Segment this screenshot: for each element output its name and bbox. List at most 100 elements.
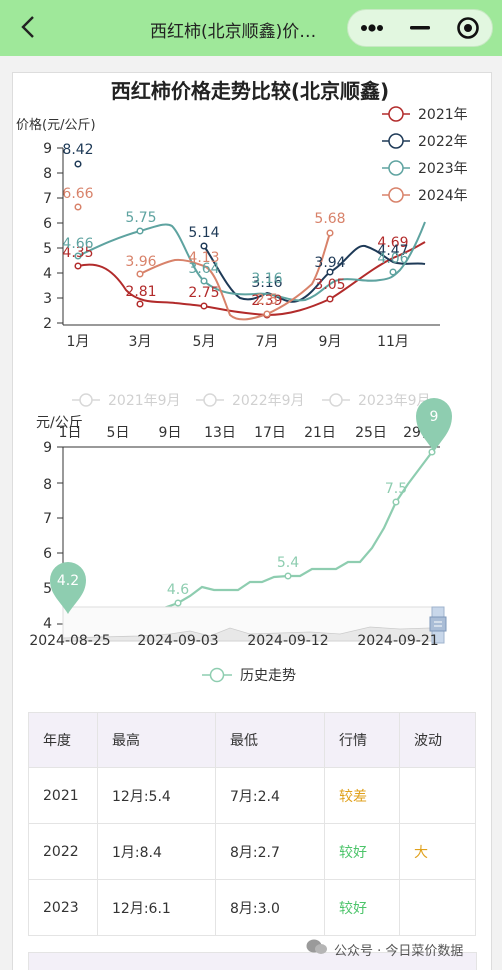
cell-volatility [399, 767, 476, 824]
point-2021-may [200, 302, 208, 310]
yearly-summary-table: 年度 最高 最低 行情 波动 2021 12月:5.4 7月:2.4 较差 20… [28, 712, 476, 936]
y-tick: 4 [43, 616, 52, 632]
header-high: 最高 [97, 712, 216, 768]
data-label: 3.94 [314, 255, 345, 271]
data-label: 4.66 [62, 236, 93, 252]
day-tick: 5日 [107, 425, 130, 441]
data-zoom-slider[interactable] [62, 606, 447, 644]
legend-label: 2021年 [418, 107, 468, 123]
slider-handle-icon[interactable] [429, 616, 447, 632]
legend-label: 2023年 [418, 161, 468, 177]
y-tick: 3 [43, 291, 52, 307]
x-tick: 1月 [67, 334, 90, 350]
cell-trend: 较好 [324, 823, 400, 880]
y-tick: 2 [43, 316, 52, 332]
back-arrow-icon[interactable] [14, 12, 44, 42]
date-tick: 2024-09-12 [247, 633, 328, 649]
legend-label: 2023年9月 [358, 393, 431, 409]
cell-low: 8月:3.0 [215, 879, 325, 936]
data-label: 4.06 [377, 251, 408, 267]
data-label: 3.16 [251, 275, 282, 291]
point-2022-sep [326, 268, 334, 276]
point-2023-nov [389, 268, 397, 276]
legend-sep-2023[interactable]: 2023年9月 [322, 393, 431, 409]
series-2023-line [77, 221, 426, 302]
history-series-line [68, 451, 433, 620]
header-year: 年度 [28, 712, 98, 768]
legend-2021[interactable]: 2021年 [382, 106, 468, 123]
cell-year: 2021 [28, 767, 98, 824]
point-2021-mar [136, 300, 144, 308]
top-bar: 西红柿(北京顺鑫)价… [0, 0, 502, 56]
y-tick: 5 [43, 581, 52, 597]
legend-2022[interactable]: 2022年 [382, 133, 468, 150]
legend-2023[interactable]: 2023年 [382, 160, 468, 177]
point-2023-jan [74, 252, 82, 260]
data-label: 2.39 [251, 293, 282, 309]
x-tick: 9月 [319, 334, 342, 350]
point-2022-may [200, 242, 208, 250]
legend-sep-2022[interactable]: 2022年9月 [196, 393, 305, 409]
data-label: 3.64 [188, 261, 219, 277]
cell-trend: 较好 [324, 879, 400, 936]
cell-volatility [399, 879, 476, 936]
header-volatility: 波动 [399, 712, 476, 768]
minimize-icon[interactable] [400, 13, 440, 43]
chart-title: 西红柿价格走势比较(北京顺鑫) [111, 79, 389, 103]
data-label: 5.14 [188, 225, 219, 241]
x-tick: 11月 [377, 334, 409, 350]
data-label: 5.68 [314, 211, 345, 227]
y-axis-label: 元/公斤 [36, 415, 83, 431]
pin-label: 9 [430, 409, 439, 425]
header-trend: 行情 [324, 712, 400, 768]
table-next-row-partial [28, 952, 477, 970]
legend-history[interactable]: 历史走势 [202, 667, 296, 684]
day-tick: 17日 [254, 425, 286, 441]
y-tick: 9 [43, 440, 52, 456]
mini-program-capsule [347, 9, 493, 47]
point-2021-jan [74, 262, 82, 270]
history-point [284, 572, 292, 580]
data-label: 4.35 [62, 245, 93, 261]
header-low: 最低 [215, 712, 325, 768]
watermark: 公众号 · 今日菜价数据 [306, 938, 463, 960]
legend-label: 2024年 [418, 188, 468, 204]
point-2024-sep [326, 229, 334, 237]
data-label: 7.5 [385, 481, 407, 497]
series-2024-line [139, 232, 331, 321]
legend-label: 2021年9月 [108, 393, 181, 409]
history-trend-chart: 2021年9月 2022年9月 2023年9月 元/公斤 1日 5日 9日 13… [29, 393, 452, 684]
watermark-text: 公众号 · 今日菜价数据 [334, 943, 464, 959]
more-dots-icon[interactable] [352, 13, 392, 43]
cell-low: 8月:2.7 [215, 823, 325, 880]
data-label: 4.47 [377, 243, 408, 259]
data-label: 2.75 [188, 285, 219, 301]
y-tick: 9 [43, 141, 52, 157]
table-row: 2023 12月:6.1 8月:3.0 较好 [28, 879, 476, 936]
cell-high: 12月:6.1 [97, 879, 216, 936]
y-tick: 6 [43, 216, 52, 232]
point-2023-mar [136, 227, 144, 235]
data-label: 4.69 [377, 235, 408, 251]
point-2022-jan [74, 160, 82, 168]
page-title: 西红柿(北京顺鑫)价… [150, 22, 317, 42]
cell-trend: 较差 [324, 767, 400, 824]
close-target-icon[interactable] [448, 13, 488, 43]
point-2023-may [200, 277, 208, 285]
legend-2024[interactable]: 2024年 [382, 187, 468, 204]
y-tick: 8 [43, 477, 52, 493]
wechat-icon [306, 938, 328, 960]
date-tick: 2024-08-25 [29, 633, 110, 649]
point-2021-sep [326, 295, 334, 303]
y-tick: 7 [43, 191, 52, 207]
history-point [174, 599, 182, 607]
legend-label: 2022年9月 [232, 393, 305, 409]
day-tick: 1日 [59, 425, 82, 441]
day-tick: 21日 [304, 425, 336, 441]
legend-sep-2021[interactable]: 2021年9月 [72, 393, 181, 409]
history-point [392, 498, 400, 506]
point-2024-jul [263, 310, 271, 318]
table-row: 2022 1月:8.4 8月:2.7 较好 大 [28, 823, 476, 880]
x-tick: 7月 [256, 334, 279, 350]
y-tick: 4 [43, 266, 52, 282]
